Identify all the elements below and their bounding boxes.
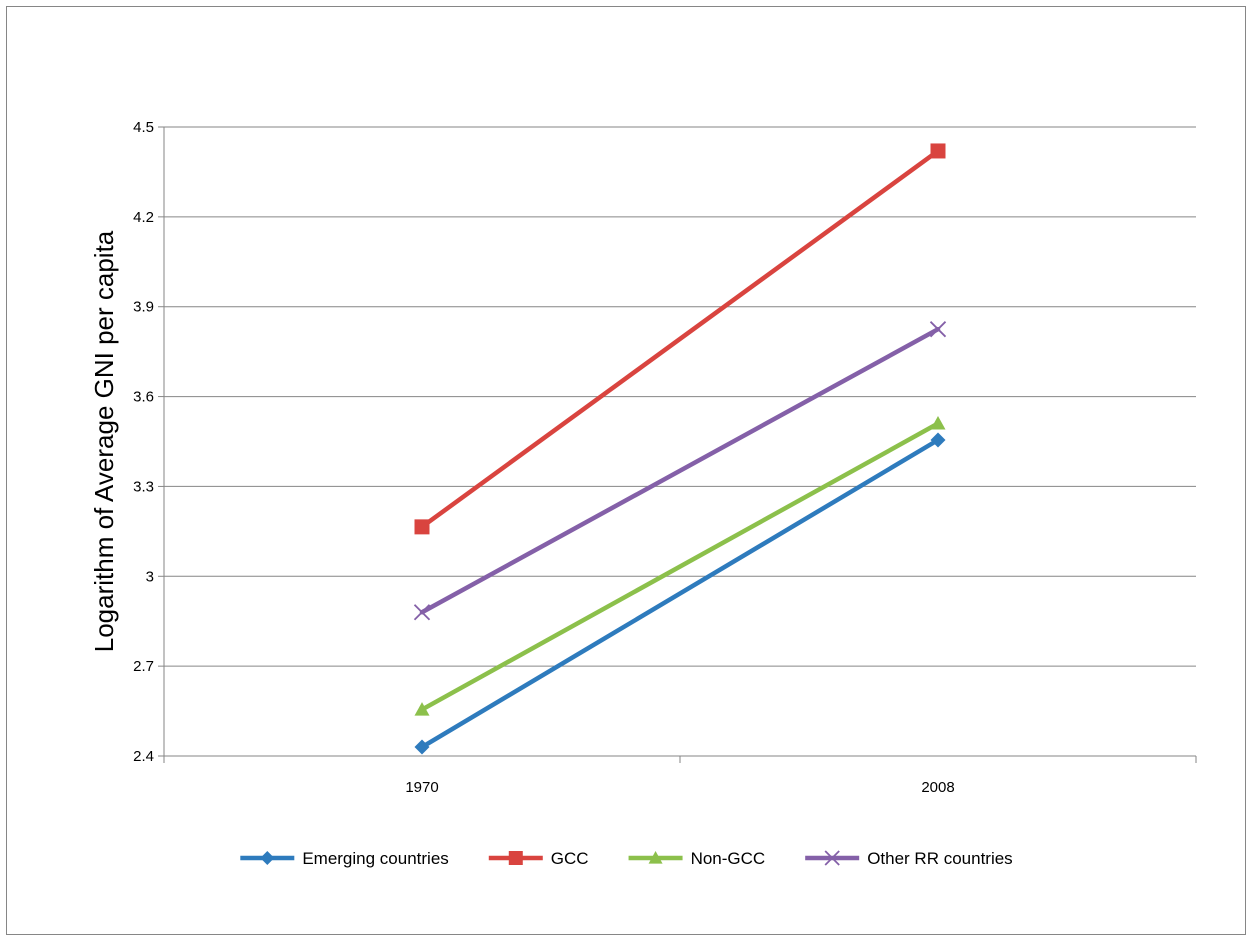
legend: Emerging countries GCC Non-GCC Other RR cou… (240, 849, 1013, 868)
y-tick-label: 4.5 (133, 119, 154, 136)
data-point (930, 416, 946, 430)
y-axis-title: Logarithm of Average GNI per capita (89, 230, 119, 652)
legend-item: GCC (488, 849, 589, 868)
x-tick-label: 2008 (921, 779, 954, 796)
series-line (419, 326, 941, 615)
series-line (419, 421, 941, 712)
y-tick-label: 3 (146, 568, 154, 585)
data-point (508, 851, 523, 865)
chart-frame (6, 6, 1246, 935)
gridlines (164, 126, 1196, 667)
legend-label: Other RR countries (867, 849, 1013, 868)
y-tick-label: 3.9 (133, 299, 154, 316)
legend-item: Non-GCC (628, 849, 766, 868)
legend-item: Emerging countries (240, 849, 449, 868)
data-point (929, 321, 947, 338)
data-point (413, 604, 431, 621)
legend-item: Other RR countries (805, 849, 1013, 868)
data-point (414, 519, 430, 535)
tick-labels: 2.4 2.7 3 3.3 3.6 3.9 4.2 4.5 1970 2008 (133, 119, 955, 796)
axes (158, 126, 1197, 763)
legend-label: Non-GCC (691, 849, 766, 868)
data-point (414, 702, 430, 716)
data-point (930, 432, 946, 448)
data-point (260, 851, 275, 865)
series-line (419, 437, 941, 750)
y-tick-label: 4.2 (133, 209, 154, 226)
data-point (930, 143, 946, 159)
data-point (414, 739, 430, 755)
data-point (648, 851, 663, 864)
y-tick-label: 3.3 (133, 478, 154, 495)
legend-label: GCC (551, 849, 589, 868)
y-tick-label: 2.4 (133, 748, 154, 765)
legend-label: Emerging countries (302, 849, 448, 868)
y-tick-label: 2.7 (133, 658, 154, 675)
data-point (824, 850, 840, 866)
x-tick-label: 1970 (405, 779, 438, 796)
series-lines (419, 148, 941, 750)
series-markers (413, 143, 947, 755)
series-line (419, 148, 941, 530)
y-tick-label: 3.6 (133, 389, 154, 406)
